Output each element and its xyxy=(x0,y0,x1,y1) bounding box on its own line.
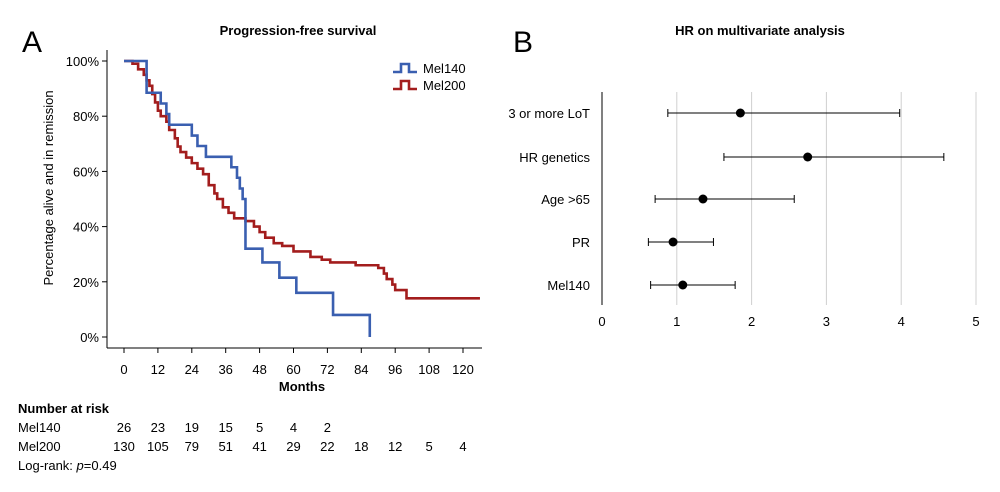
km-y-tick-label: 60% xyxy=(73,164,99,179)
logrank-prefix: Log-rank: xyxy=(18,458,77,473)
forest-x-tick-label: 0 xyxy=(598,314,605,329)
forest-x-tick-label: 4 xyxy=(898,314,905,329)
forest-x-tick-label: 1 xyxy=(673,314,680,329)
forest-point xyxy=(735,108,745,118)
km-x-tick-label: 24 xyxy=(185,362,199,377)
risk-value-mel200: 79 xyxy=(185,439,199,454)
km-series-mel140 xyxy=(124,59,372,337)
risk-value-mel140: 26 xyxy=(117,420,131,435)
risk-value-mel200: 12 xyxy=(388,439,402,454)
km-chart: Progression-free survival Percentage ali… xyxy=(41,23,482,394)
risk-row-label-mel140: Mel140 xyxy=(18,420,61,435)
forest-rows: 3 or more LoT HR genetics Age >65 PR Mel140 xyxy=(508,106,945,293)
risk-value-mel200: 29 xyxy=(286,439,300,454)
risk-value-mel200: 5 xyxy=(425,439,432,454)
risk-value-mel200: 51 xyxy=(218,439,232,454)
km-x-tick-label: 0 xyxy=(120,362,127,377)
forest-x-tick-label: 5 xyxy=(972,314,979,329)
logrank-value: =0.49 xyxy=(84,458,117,473)
panel-b-letter: B xyxy=(513,26,533,59)
forest-point xyxy=(803,152,813,162)
km-series-mel200 xyxy=(124,59,480,300)
km-title: Progression-free survival xyxy=(220,23,377,38)
km-axes: 0% 20% 40% 60% 80% 100% 0 12 24 36 48 60 72 84 96 108 12… xyxy=(66,50,482,377)
forest-row-label: 3 or more LoT xyxy=(508,106,590,121)
forest-axis: 0 1 2 3 4 5 xyxy=(598,92,980,329)
legend-label-mel200: Mel200 xyxy=(423,78,466,93)
risk-value-mel200: 130 xyxy=(113,439,135,454)
risk-value-mel200: 4 xyxy=(459,439,466,454)
risk-values: 26 23 19 15 5 4 2 130 105 79 51 41 29 22 18 12 5 4 xyxy=(113,420,466,454)
km-legend: Mel140 Mel200 xyxy=(393,61,466,93)
risk-value-mel140: 4 xyxy=(290,420,297,435)
logrank-text: Log-rank: p=0.49 xyxy=(18,458,117,473)
forest-point xyxy=(678,280,688,290)
risk-value-mel140: 2 xyxy=(324,420,331,435)
km-y-tick-label: 40% xyxy=(73,220,99,235)
km-x-tick-label: 96 xyxy=(388,362,402,377)
km-x-tick-label: 72 xyxy=(320,362,334,377)
legend-swatch-mel200 xyxy=(393,79,417,91)
risk-table: Number at risk Mel140 Mel200 26 23 19 15 5 4 2… xyxy=(18,401,467,473)
km-x-axis-label: Months xyxy=(279,379,325,394)
km-x-tick-label: 108 xyxy=(418,362,440,377)
forest-point xyxy=(668,237,678,247)
panel-a-letter: A xyxy=(22,26,42,59)
risk-value-mel200: 41 xyxy=(252,439,266,454)
km-x-tick-label: 12 xyxy=(151,362,165,377)
legend-label-mel140: Mel140 xyxy=(423,61,466,76)
km-series-group xyxy=(124,59,480,337)
km-x-tick-label: 60 xyxy=(286,362,300,377)
risk-value-mel140: 23 xyxy=(151,420,165,435)
forest-row-label: PR xyxy=(572,235,590,250)
risk-value-mel140: 15 xyxy=(218,420,232,435)
forest-row-label: HR genetics xyxy=(519,150,590,165)
risk-value-mel140: 19 xyxy=(185,420,199,435)
forest-chart: HR on multivariate analysis 3 or more Lo… xyxy=(508,23,979,329)
risk-row-label-mel200: Mel200 xyxy=(18,439,61,454)
km-y-tick-label: 0% xyxy=(80,330,99,345)
km-y-axis-label: Percentage alive and in remission xyxy=(41,90,56,285)
forest-title: HR on multivariate analysis xyxy=(675,23,845,38)
forest-row-label: Mel140 xyxy=(547,278,590,293)
km-x-tick-label: 48 xyxy=(252,362,266,377)
risk-value-mel140: 5 xyxy=(256,420,263,435)
legend-swatch-mel140 xyxy=(393,62,417,74)
km-y-tick-label: 100% xyxy=(66,54,100,69)
risk-value-mel200: 22 xyxy=(320,439,334,454)
km-y-tick-label: 20% xyxy=(73,275,99,290)
km-y-tick-label: 80% xyxy=(73,109,99,124)
forest-x-tick-label: 2 xyxy=(748,314,755,329)
km-x-tick-label: 120 xyxy=(452,362,474,377)
risk-table-title: Number at risk xyxy=(18,401,110,416)
logrank-p: p xyxy=(76,458,84,473)
forest-x-tick-label: 3 xyxy=(823,314,830,329)
km-x-tick-label: 84 xyxy=(354,362,368,377)
km-x-tick-label: 36 xyxy=(218,362,232,377)
forest-row-label: Age >65 xyxy=(541,192,590,207)
forest-point xyxy=(698,194,708,204)
risk-value-mel200: 105 xyxy=(147,439,169,454)
risk-value-mel200: 18 xyxy=(354,439,368,454)
